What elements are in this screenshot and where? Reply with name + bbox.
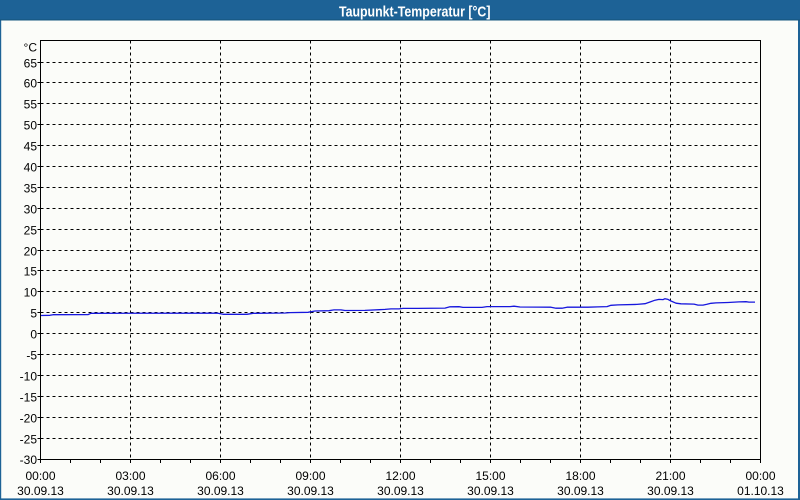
svg-text:30: 30 — [24, 202, 38, 216]
svg-text:-10: -10 — [20, 369, 38, 383]
svg-text:30.09.13: 30.09.13 — [197, 484, 244, 498]
svg-text:40: 40 — [24, 160, 38, 174]
svg-text:-5: -5 — [26, 348, 37, 362]
svg-text:30.09.13: 30.09.13 — [287, 484, 334, 498]
svg-text:00:00: 00:00 — [25, 469, 55, 483]
svg-text:12:00: 12:00 — [385, 469, 415, 483]
svg-text:60: 60 — [24, 76, 38, 90]
svg-text:15:00: 15:00 — [475, 469, 505, 483]
svg-text:50: 50 — [24, 118, 38, 132]
svg-text:Taupunkt-Temperatur [°C]: Taupunkt-Temperatur [°C] — [339, 3, 491, 20]
svg-text:21:00: 21:00 — [655, 469, 685, 483]
svg-text:09:00: 09:00 — [295, 469, 325, 483]
svg-text:25: 25 — [24, 223, 38, 237]
svg-text:-15: -15 — [20, 390, 38, 404]
svg-text:-30: -30 — [20, 453, 38, 467]
svg-text:30.09.13: 30.09.13 — [377, 484, 424, 498]
svg-text:03:00: 03:00 — [115, 469, 145, 483]
svg-text:30.09.13: 30.09.13 — [467, 484, 514, 498]
svg-text:01.10.13: 01.10.13 — [737, 484, 784, 498]
svg-text:00:00: 00:00 — [745, 469, 775, 483]
svg-text:10: 10 — [24, 285, 38, 299]
svg-text:30.09.13: 30.09.13 — [557, 484, 604, 498]
svg-text:35: 35 — [24, 181, 38, 195]
svg-text:18:00: 18:00 — [565, 469, 595, 483]
svg-text:55: 55 — [24, 97, 38, 111]
svg-text:15: 15 — [24, 264, 38, 278]
svg-text:45: 45 — [24, 139, 38, 153]
svg-text:30.09.13: 30.09.13 — [17, 484, 64, 498]
svg-text:5: 5 — [30, 306, 37, 320]
svg-text:20: 20 — [24, 244, 38, 258]
svg-text:30.09.13: 30.09.13 — [647, 484, 694, 498]
svg-text:-20: -20 — [20, 411, 38, 425]
svg-text:°C: °C — [24, 40, 38, 54]
svg-text:06:00: 06:00 — [205, 469, 235, 483]
svg-text:0: 0 — [30, 327, 37, 341]
svg-text:30.09.13: 30.09.13 — [107, 484, 154, 498]
svg-text:65: 65 — [24, 56, 38, 70]
svg-text:-25: -25 — [20, 432, 38, 446]
